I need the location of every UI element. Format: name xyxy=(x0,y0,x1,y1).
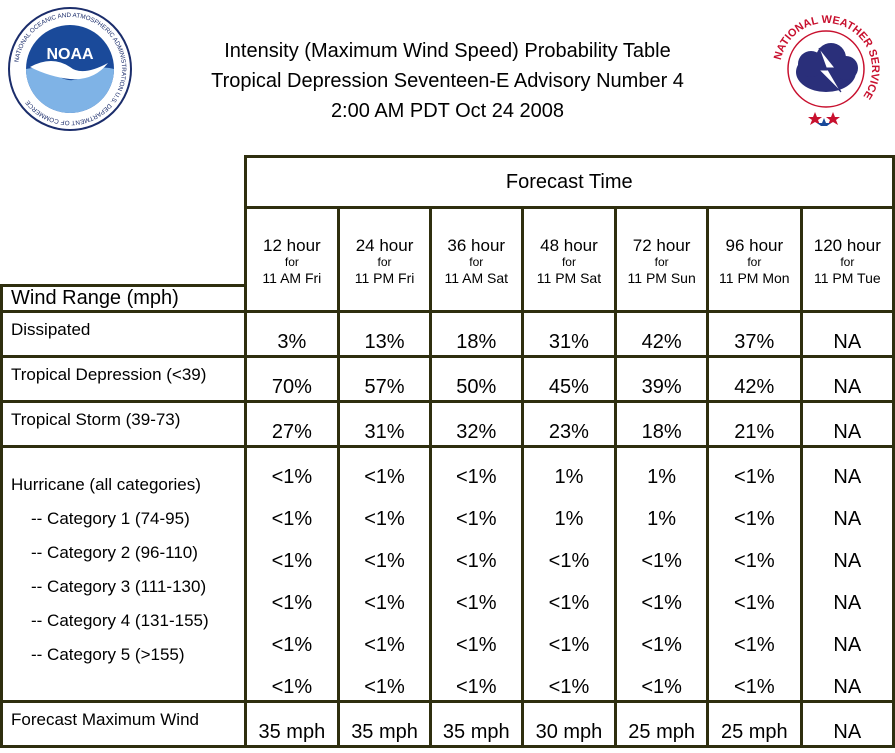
table-cell: 25 mph xyxy=(614,699,709,748)
svg-text:NOAA: NOAA xyxy=(46,46,94,63)
column-for: for xyxy=(561,255,576,270)
column-valid-time: 11 PM Tue xyxy=(813,269,881,286)
table-cell: <1% <1% <1% <1% <1% <1% xyxy=(705,444,803,703)
column-for: for xyxy=(469,255,484,270)
table-cell: 21% xyxy=(705,399,803,448)
probability-table: Forecast Time 12 hour for 11 AM Fri 24 h… xyxy=(0,155,895,748)
column-valid-time: 11 PM Sun xyxy=(627,269,696,286)
row-label: -- Category 2 (96-110) xyxy=(31,542,198,562)
table-cell: 3% xyxy=(243,309,341,358)
table-cell: 25 mph xyxy=(705,699,803,748)
column-valid-time: 11 AM Sat xyxy=(444,269,509,286)
table-cell: 18% xyxy=(614,399,709,448)
column-header: 72 hour for 11 PM Sun xyxy=(614,206,709,313)
table-cell: 42% xyxy=(614,309,709,358)
table-cell: 30 mph xyxy=(520,699,618,748)
row-label: -- Category 5 (>155) xyxy=(31,644,185,664)
table-cell: 27% xyxy=(243,399,341,448)
row-label: Hurricane (all categories) xyxy=(11,474,201,494)
column-for: for xyxy=(747,255,762,270)
nws-logo: NATIONAL WEATHER SERVICE xyxy=(772,14,881,126)
column-hours: 120 hour xyxy=(813,236,881,256)
noaa-logo: NOAA NATIONAL OCEANIC AND ATMOSPHERIC AD… xyxy=(8,7,132,131)
table-cell: 13% xyxy=(337,309,432,358)
table-cell: 32% xyxy=(428,399,524,448)
table-cell: <1% <1% <1% <1% <1% <1% xyxy=(337,444,432,703)
table-cell: 45% xyxy=(520,354,618,403)
column-hours: 36 hour xyxy=(447,236,506,256)
table-cell: 35 mph xyxy=(428,699,524,748)
table-row: Dissipated 3% 13% 18% 31% 42% 37% NA xyxy=(0,309,895,358)
table-cell: <1% <1% <1% <1% <1% <1% xyxy=(243,444,341,703)
table-cell: 50% xyxy=(428,354,524,403)
empty-corner xyxy=(2,157,246,208)
row-label: Dissipated xyxy=(0,309,247,358)
row-label: Forecast Maximum Wind xyxy=(0,699,247,748)
table-cell: 42% xyxy=(705,354,803,403)
table-cell: 37% xyxy=(705,309,803,358)
column-valid-time: 11 PM Sat xyxy=(536,269,602,286)
table-cell: 23% xyxy=(520,399,618,448)
column-header: 36 hour for 11 AM Sat xyxy=(428,206,524,313)
table-cell: 1% 1% <1% <1% <1% <1% xyxy=(614,444,709,703)
column-hours: 96 hour xyxy=(725,236,784,256)
column-valid-time: 11 PM Fri xyxy=(354,269,415,286)
table-cell: 1% 1% <1% <1% <1% <1% xyxy=(520,444,618,703)
column-for: for xyxy=(284,255,299,270)
table-cell: 35 mph xyxy=(243,699,341,748)
column-for: for xyxy=(377,255,392,270)
page-title: Intensity (Maximum Wind Speed) Probabili… xyxy=(150,36,745,126)
table-cell: NA xyxy=(799,699,895,748)
wind-range-header: Wind Range (mph) xyxy=(0,283,247,313)
table-cell: 31% xyxy=(520,309,618,358)
column-hours: 72 hour xyxy=(632,236,691,256)
table-row: Tropical Depression (<39) 70% 57% 50% 45… xyxy=(0,354,895,403)
row-label: -- Category 1 (74-95) xyxy=(31,508,190,528)
row-label: Tropical Storm (39-73) xyxy=(0,399,247,448)
hurricane-labels: Hurricane (all categories) -- Category 1… xyxy=(0,444,247,703)
row-label: -- Category 3 (111-130) xyxy=(31,576,207,596)
title-line-1: Intensity (Maximum Wind Speed) Probabili… xyxy=(224,40,671,62)
column-header: 12 hour for 11 AM Fri xyxy=(243,206,341,313)
table-cell: NA xyxy=(799,399,895,448)
table-cell: 39% xyxy=(614,354,709,403)
column-hours: 12 hour xyxy=(263,236,321,256)
column-for: for xyxy=(840,255,855,270)
column-header: 48 hour for 11 PM Sat xyxy=(520,206,618,313)
table-row: Forecast Maximum Wind 35 mph 35 mph 35 m… xyxy=(0,699,895,748)
table-cell: NA xyxy=(799,354,895,403)
column-header: 96 hour for 11 PM Mon xyxy=(705,206,803,313)
table-cell: NA NA NA NA NA NA xyxy=(799,444,895,703)
column-valid-time: 11 AM Fri xyxy=(262,269,322,286)
table-cell: 35 mph xyxy=(337,699,432,748)
hurricane-group: Hurricane (all categories) -- Category 1… xyxy=(0,444,895,703)
wind-range-spacer xyxy=(2,208,246,286)
column-header: 24 hour for 11 PM Fri xyxy=(337,206,432,313)
table-row: Tropical Storm (39-73) 27% 31% 32% 23% 1… xyxy=(0,399,895,448)
row-label: -- Category 4 (131-155) xyxy=(31,610,209,630)
table-cell: NA xyxy=(799,309,895,358)
forecast-time-header: Forecast Time xyxy=(243,155,895,209)
column-hours: 24 hour xyxy=(355,236,414,256)
column-for: for xyxy=(654,255,669,270)
title-line-2: Tropical Depression Seventeen-E Advisory… xyxy=(211,70,684,92)
table-cell: 18% xyxy=(428,309,524,358)
table-cell: 57% xyxy=(337,354,432,403)
column-header: 120 hour for 11 PM Tue xyxy=(799,206,895,313)
table-cell: <1% <1% <1% <1% <1% <1% xyxy=(428,444,524,703)
column-valid-time: 11 PM Mon xyxy=(719,269,790,286)
table-cell: 31% xyxy=(337,399,432,448)
title-line-3: 2:00 AM PDT Oct 24 2008 xyxy=(330,100,565,122)
row-label: Tropical Depression (<39) xyxy=(0,354,247,403)
column-hours: 48 hour xyxy=(540,236,598,256)
table-cell: 70% xyxy=(243,354,341,403)
